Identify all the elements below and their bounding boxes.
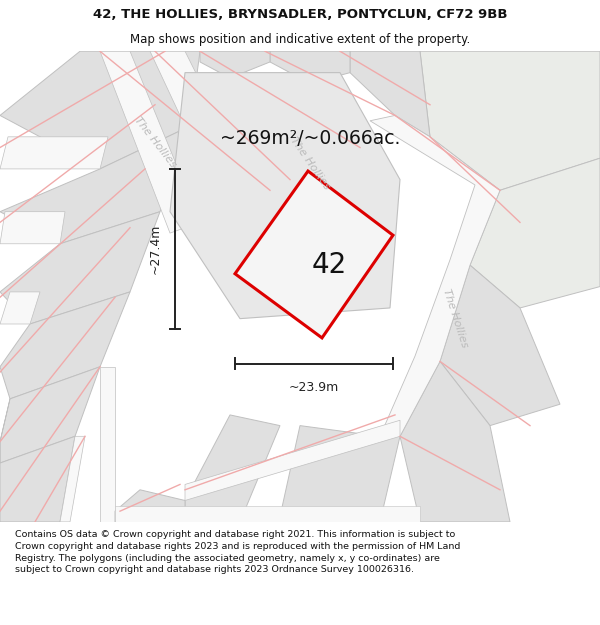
Polygon shape <box>0 212 65 244</box>
Text: 42: 42 <box>312 251 347 279</box>
Text: Contains OS data © Crown copyright and database right 2021. This information is : Contains OS data © Crown copyright and d… <box>15 530 460 574</box>
Polygon shape <box>100 51 200 233</box>
Polygon shape <box>0 126 190 244</box>
Polygon shape <box>170 72 400 319</box>
Polygon shape <box>0 212 160 324</box>
Polygon shape <box>470 158 600 308</box>
Polygon shape <box>185 415 280 522</box>
Polygon shape <box>440 265 560 426</box>
Text: The Hollies: The Hollies <box>289 136 332 191</box>
Text: ~23.9m: ~23.9m <box>289 381 339 394</box>
Polygon shape <box>150 51 260 212</box>
Polygon shape <box>0 367 100 463</box>
Text: ~27.4m: ~27.4m <box>149 224 161 274</box>
Polygon shape <box>420 51 600 190</box>
Polygon shape <box>100 367 115 522</box>
Text: Map shows position and indicative extent of the property.: Map shows position and indicative extent… <box>130 34 470 46</box>
Polygon shape <box>400 361 510 522</box>
Polygon shape <box>0 292 40 324</box>
Polygon shape <box>280 426 400 522</box>
Polygon shape <box>185 420 400 501</box>
Polygon shape <box>0 137 108 169</box>
Text: The Hollies: The Hollies <box>132 115 178 169</box>
Polygon shape <box>0 292 130 399</box>
Text: 42, THE HOLLIES, BRYNSADLER, PONTYCLUN, CF72 9BB: 42, THE HOLLIES, BRYNSADLER, PONTYCLUN, … <box>93 8 507 21</box>
Polygon shape <box>270 51 350 83</box>
Text: The Hollies: The Hollies <box>441 288 469 349</box>
Polygon shape <box>115 490 185 522</box>
Polygon shape <box>370 116 500 436</box>
Polygon shape <box>115 506 420 522</box>
Polygon shape <box>60 436 85 522</box>
Polygon shape <box>200 51 270 78</box>
Polygon shape <box>0 436 75 522</box>
Text: ~269m²/~0.066ac.: ~269m²/~0.066ac. <box>220 129 400 149</box>
Polygon shape <box>350 51 430 137</box>
Polygon shape <box>0 399 10 463</box>
Polygon shape <box>235 171 393 338</box>
Polygon shape <box>0 51 200 169</box>
